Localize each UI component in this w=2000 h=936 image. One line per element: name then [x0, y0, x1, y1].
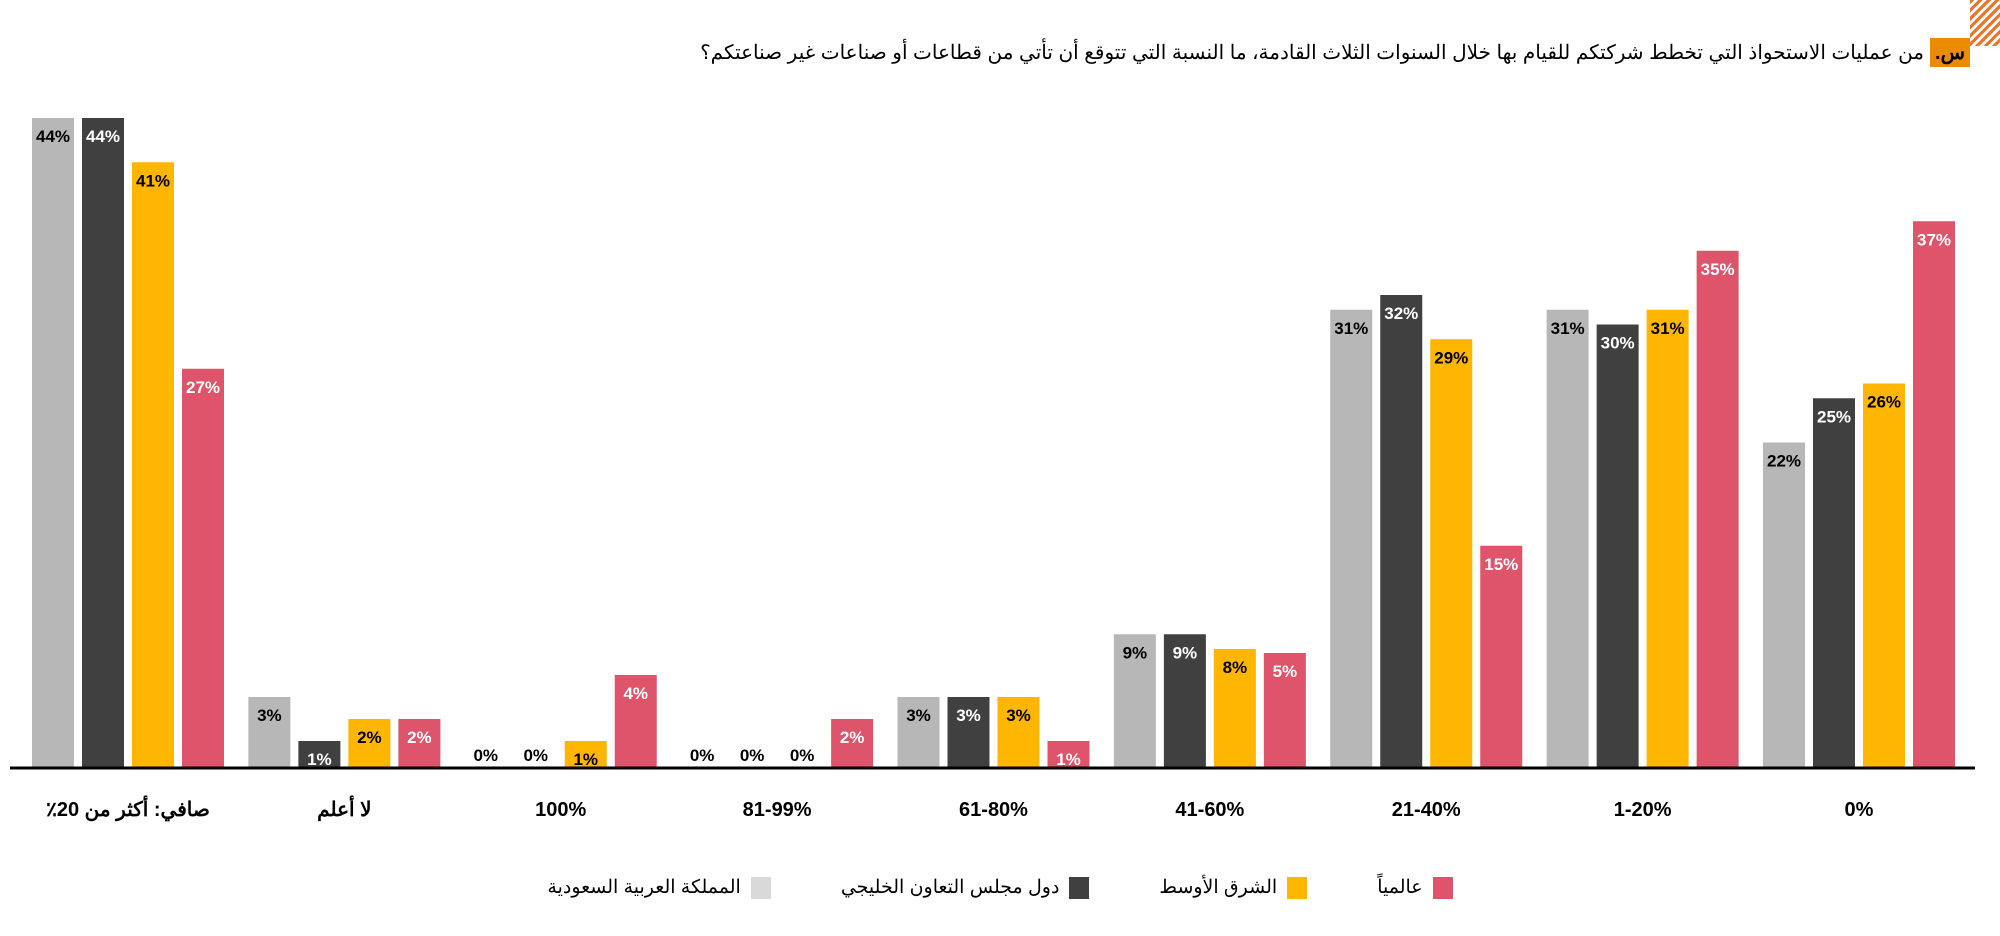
data-label: 26% — [1867, 393, 1901, 412]
data-label: 32% — [1384, 304, 1418, 323]
legend-label: الشرق الأوسط — [1159, 877, 1278, 898]
bar — [1330, 309, 1373, 767]
data-label: 5% — [1273, 662, 1298, 681]
data-label: 8% — [1223, 658, 1248, 677]
bar — [1546, 309, 1589, 767]
data-label: 9% — [1123, 643, 1148, 662]
bar — [997, 697, 1040, 767]
bar — [1263, 653, 1306, 767]
category-label: 41-60% — [1175, 799, 1244, 821]
question-badge: س. — [1930, 38, 1970, 67]
question-text: من عمليات الاستحواذ التي تخطط شركتكم للق… — [700, 42, 1925, 64]
data-label: 31% — [1334, 319, 1368, 338]
data-label: 0% — [690, 746, 715, 765]
bar — [1163, 634, 1206, 767]
category-label: صافي: أكثر من 20٪ — [46, 795, 210, 822]
hatch-decoration — [1970, 0, 2000, 46]
data-label: 0% — [473, 746, 498, 765]
bar — [614, 675, 657, 767]
data-label: 2% — [357, 728, 382, 747]
data-label: 2% — [407, 728, 432, 747]
data-label: 4% — [623, 684, 648, 703]
bar — [1596, 324, 1639, 767]
legend-swatch — [1069, 876, 1090, 899]
bar — [1113, 634, 1156, 767]
data-label: 3% — [257, 706, 282, 725]
bar — [1913, 221, 1955, 767]
legend-swatch — [1287, 876, 1308, 899]
data-label: 37% — [1917, 230, 1951, 249]
data-label: 3% — [906, 706, 931, 725]
legend-item: الشرق الأوسط — [1159, 876, 1308, 899]
bar — [1863, 383, 1905, 767]
data-label: 0% — [790, 746, 815, 765]
bar — [32, 118, 74, 767]
legend-item: دول مجلس التعاون الخليجي — [841, 876, 1090, 899]
legend-label: المملكة العربية السعودية — [547, 877, 741, 898]
data-label: 44% — [86, 127, 120, 146]
category-label: 21-40% — [1392, 799, 1461, 821]
legend-item: عالمياً — [1377, 876, 1453, 899]
bar — [1213, 649, 1256, 767]
data-label: 1% — [1056, 750, 1081, 769]
bar — [1696, 250, 1739, 767]
data-label: 15% — [1484, 555, 1518, 574]
data-label: 30% — [1601, 334, 1635, 353]
category-label: 100% — [535, 799, 586, 821]
data-label: 1% — [307, 750, 332, 769]
bar — [897, 697, 940, 767]
data-label: 0% — [523, 746, 548, 765]
category-label: لا أعلم — [317, 795, 371, 822]
bar — [831, 719, 874, 767]
bar — [1430, 339, 1473, 767]
bar — [1380, 295, 1423, 767]
bar — [564, 741, 607, 767]
bar-chart: 44% 44% 41% 27% صافي: أكثر من 20٪ 3% 1% 2% 2% لا … — [10, 118, 1975, 822]
bar — [248, 697, 291, 767]
data-label: 1% — [573, 750, 598, 769]
category-label: 81-99% — [743, 799, 812, 821]
bar — [298, 741, 341, 767]
bar — [1813, 398, 1855, 767]
legend: عالمياً الشرق الأوسط دول مجلس التعاون الخل… — [0, 876, 2000, 899]
data-label: 0% — [740, 746, 765, 765]
legend-swatch — [1432, 876, 1453, 899]
bar — [398, 719, 441, 767]
data-label: 29% — [1434, 348, 1468, 367]
data-label: 25% — [1817, 407, 1851, 426]
data-label: 31% — [1551, 319, 1585, 338]
legend-item: المملكة العربية السعودية — [547, 876, 771, 899]
data-label: 27% — [186, 378, 220, 397]
data-label: 2% — [840, 728, 865, 747]
category-label: 61-80% — [959, 799, 1028, 821]
category-label: 0% — [1845, 799, 1874, 821]
bar — [132, 162, 174, 767]
bar — [1763, 442, 1805, 767]
data-label: 41% — [136, 171, 170, 190]
legend-label: عالمياً — [1377, 877, 1423, 898]
data-label: 22% — [1767, 452, 1801, 471]
bar — [1480, 545, 1523, 767]
data-label: 31% — [1651, 319, 1685, 338]
bar — [82, 118, 124, 767]
data-label: 44% — [36, 127, 70, 146]
question-title: س. من عمليات الاستحواذ التي تخطط شركتكم … — [700, 38, 1970, 67]
bar — [947, 697, 990, 767]
bar — [1047, 741, 1090, 767]
data-label: 3% — [1006, 706, 1031, 725]
data-label: 3% — [956, 706, 981, 725]
data-label: 9% — [1173, 643, 1198, 662]
bar — [182, 368, 224, 767]
category-label: 1-20% — [1614, 799, 1672, 821]
data-label: 35% — [1701, 260, 1735, 279]
bar — [1646, 309, 1689, 767]
legend-swatch — [750, 876, 771, 899]
bar — [348, 719, 391, 767]
legend-label: دول مجلس التعاون الخليجي — [840, 877, 1060, 898]
